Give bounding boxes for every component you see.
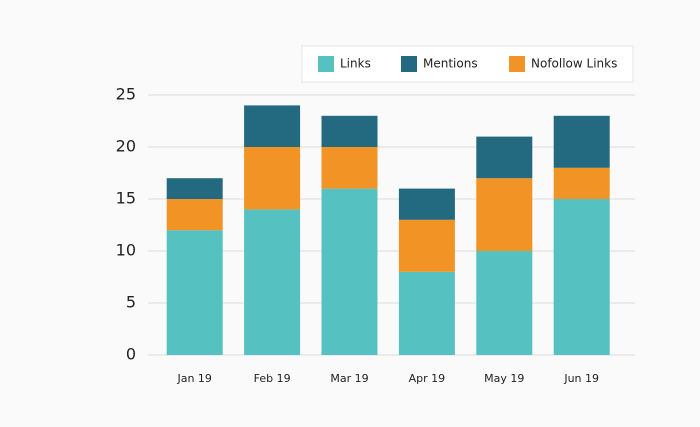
- bar-segment: [476, 251, 533, 355]
- y-tick-label: 0: [126, 345, 136, 364]
- bar-segment: [476, 136, 533, 179]
- legend-label: Mentions: [423, 57, 478, 71]
- bar-segment: [476, 178, 533, 251]
- bar-segment: [244, 209, 301, 355]
- x-tick-label: May 19: [484, 372, 524, 385]
- x-tick-label: Apr 19: [409, 372, 446, 385]
- y-tick-label: 20: [116, 137, 136, 156]
- bar-segment: [321, 115, 378, 147]
- bar-segment: [398, 219, 455, 272]
- x-tick-label: Mar 19: [330, 372, 368, 385]
- bar-segment: [398, 188, 455, 220]
- legend-swatch: [509, 56, 525, 72]
- bar-segment: [244, 105, 301, 147]
- bar-segment: [553, 199, 610, 355]
- bar-segment: [398, 271, 455, 355]
- legend-label: Nofollow Links: [531, 57, 617, 71]
- bar-segment: [553, 167, 610, 199]
- bar-segment: [321, 188, 378, 355]
- legend-swatch: [401, 56, 417, 72]
- legend-swatch: [318, 56, 334, 72]
- bar-segment: [166, 178, 223, 199]
- bar-segment: [166, 199, 223, 231]
- bar-segment: [553, 115, 610, 168]
- x-tick-label: Jan 19: [176, 372, 211, 385]
- x-tick-label: Feb 19: [254, 372, 291, 385]
- y-tick-label: 10: [116, 241, 136, 260]
- bar-segment: [244, 147, 301, 210]
- y-tick-label: 25: [116, 85, 136, 104]
- x-tick-label: Jun 19: [563, 372, 599, 385]
- bar-segment: [321, 147, 378, 189]
- y-tick-label: 5: [126, 293, 136, 312]
- y-tick-label: 15: [116, 189, 136, 208]
- bar-segment: [166, 230, 223, 355]
- legend-label: Links: [340, 57, 371, 71]
- legend-box: [301, 45, 634, 83]
